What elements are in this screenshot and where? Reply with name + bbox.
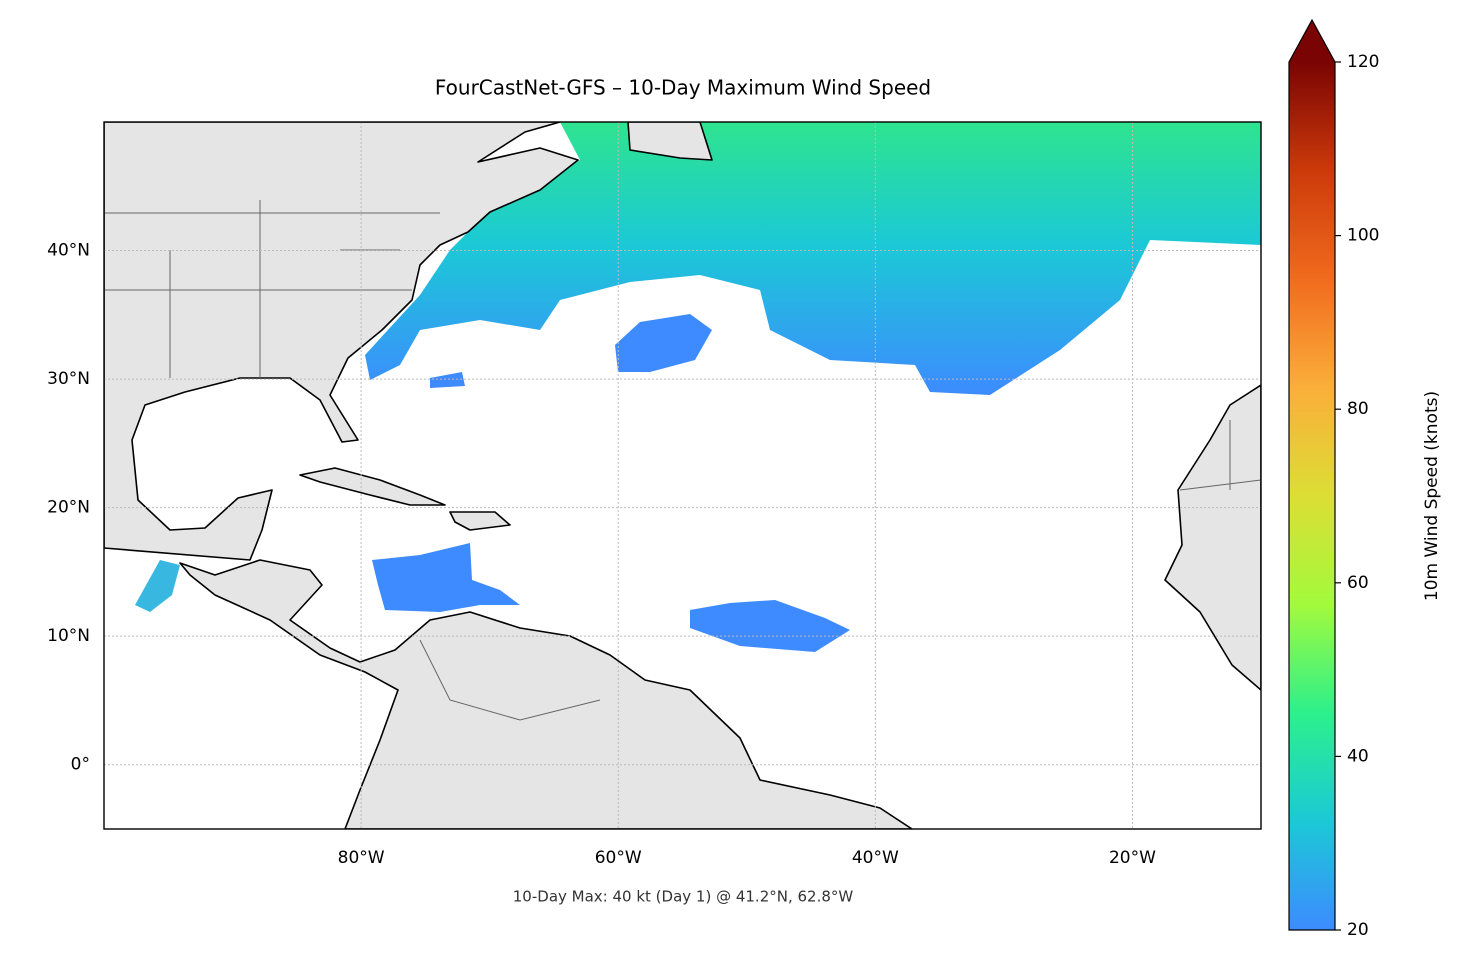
y-tick-label: 0° xyxy=(71,755,90,775)
colorbar-tick-label: 80 xyxy=(1347,399,1369,419)
y-tick-label: 40°N xyxy=(47,241,90,261)
colorbar-tick-label: 40 xyxy=(1347,746,1369,766)
map-frame xyxy=(103,121,1262,830)
wind-field xyxy=(135,122,1261,652)
colorbar-tick-label: 20 xyxy=(1347,920,1369,940)
colorbar: 20 40 60 80 100 120 10m Wind Speed (knots) xyxy=(1288,18,1442,940)
colorbar-tick-label: 100 xyxy=(1347,226,1379,246)
land xyxy=(104,122,1261,829)
grid xyxy=(104,122,1261,829)
x-tick-label: 20°W xyxy=(1109,848,1156,868)
y-tick-label: 10°N xyxy=(47,626,90,646)
colorbar-label: 10m Wind Speed (knots) xyxy=(1422,391,1442,601)
annotation: 10-Day Max: 40 kt (Day 1) @ 41.2°N, 62.8… xyxy=(513,888,854,906)
map-area xyxy=(104,122,1261,829)
colorbar-scale xyxy=(1289,62,1335,930)
x-tick-label: 60°W xyxy=(595,848,642,868)
y-tick-label: 30°N xyxy=(47,369,90,389)
x-tick-label: 40°W xyxy=(852,848,899,868)
colorbar-frame xyxy=(1288,18,1336,931)
colorbar-tick-label: 60 xyxy=(1347,573,1369,593)
colorbar-extend xyxy=(1289,20,1335,62)
chart-title: FourCastNet-GFS – 10-Day Maximum Wind Sp… xyxy=(435,76,931,100)
colorbar-tick-label: 120 xyxy=(1347,52,1379,72)
y-tick-label: 20°N xyxy=(47,498,90,518)
x-tick-label: 80°W xyxy=(338,848,385,868)
